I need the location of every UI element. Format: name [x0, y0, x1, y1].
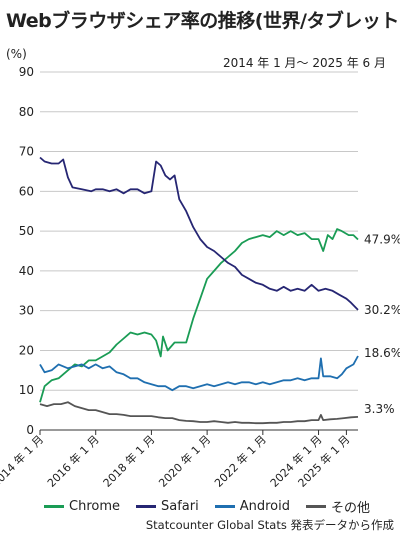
x-tick-label-0: 2014 年 1 月 — [0, 432, 46, 490]
y-tick-label-0: 0 — [26, 423, 34, 437]
legend-label-android: Android — [239, 499, 290, 514]
end-label-chrome: 47.9% — [364, 232, 400, 246]
end-label-android: 18.6% — [364, 346, 400, 360]
y-tick-label-60: 60 — [19, 184, 34, 198]
legend-swatch-safari — [136, 505, 156, 508]
legend-swatch-other — [305, 505, 326, 508]
legend-label-safari: Safari — [161, 499, 199, 514]
end-label-other: 3.3% — [364, 402, 395, 416]
y-tick-label-80: 80 — [19, 105, 34, 119]
x-tick-label-3: 2020 年 1 月 — [156, 432, 214, 490]
x-tick-label-2: 2018 年 1 月 — [100, 432, 158, 490]
series-line-safari — [39, 156, 359, 311]
end-label-safari: 30.2% — [364, 303, 400, 317]
legend-swatch-android — [214, 505, 235, 508]
legend: Chrome Safari Android その他 — [44, 497, 370, 516]
y-tick-label-50: 50 — [19, 224, 34, 238]
series-line-other — [39, 401, 359, 425]
y-tick-label-40: 40 — [19, 264, 34, 278]
y-tick-label-90: 90 — [19, 65, 34, 79]
y-tick-label-70: 70 — [19, 145, 34, 159]
legend-item-other: その他 — [305, 497, 370, 516]
legend-item-safari: Safari — [136, 497, 199, 516]
source-note: Statcounter Global Stats 発表データから作成 — [145, 518, 394, 532]
y-tick-label-30: 30 — [19, 304, 34, 318]
y-tick-label-10: 10 — [19, 383, 34, 397]
y-tick-label-20: 20 — [19, 343, 34, 357]
legend-label-other: その他 — [330, 501, 370, 516]
legend-item-android: Android — [214, 497, 290, 516]
legend-label-chrome: Chrome — [69, 499, 120, 514]
legend-swatch-chrome — [44, 505, 64, 508]
chart-title: Webブラウザシェア率の推移(世界/タブレット) — [6, 10, 400, 32]
x-tick-label-4: 2022 年 1 月 — [211, 432, 269, 490]
series-line-android — [39, 355, 359, 392]
series-line-chrome — [39, 228, 359, 403]
legend-item-chrome: Chrome — [44, 497, 120, 516]
y-axis-unit-label: (%) — [6, 47, 27, 61]
x-tick-label-1: 2016 年 1 月 — [44, 432, 102, 490]
period-label: 2014 年 1 月〜 2025 年 6 月 — [222, 56, 386, 70]
